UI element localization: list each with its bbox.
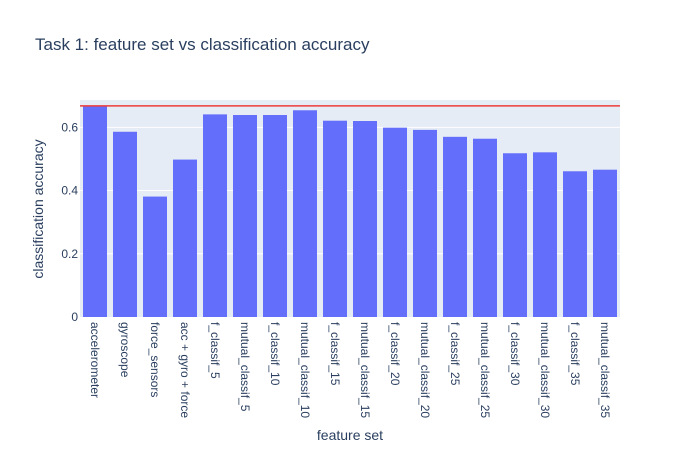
bar-mutual-classif-5: [233, 115, 257, 318]
bar-mutual-classif-30: [533, 152, 557, 317]
x-tick-label: f_classif_25: [448, 322, 462, 386]
y-tick-label: 0: [71, 310, 78, 324]
y-axis-title: classification accuracy: [30, 139, 46, 278]
plot-area: [80, 100, 620, 317]
x-tick-label: mutual_classif_15: [358, 322, 372, 418]
y-axis-ticks: 0 0.2 0.4 0.6: [61, 120, 78, 324]
x-tick-label: accelerometer: [88, 322, 102, 398]
bar-acc-gyro-force: [173, 159, 197, 317]
gridlines: [80, 126, 620, 255]
bar-f-classif-20: [383, 127, 407, 317]
bar-f-classif-30: [503, 153, 527, 317]
bar-mutual-classif-35: [593, 169, 617, 317]
x-axis-ticks: accelerometer gyroscope force_sensors acc +…: [88, 322, 612, 418]
bar-f-classif-15: [323, 120, 347, 317]
x-tick-label: force_sensors: [148, 322, 162, 397]
x-tick-label: acc + gyro + force: [178, 322, 192, 418]
bar-mutual-classif-15: [353, 121, 377, 318]
x-tick-label: mutual_classif_20: [418, 322, 432, 418]
x-tick-label: mutual_classif_10: [298, 322, 312, 418]
y-tick-label: 0.6: [61, 120, 78, 134]
x-tick-label: gyroscope: [118, 322, 132, 378]
bar-mutual-classif-25: [473, 138, 497, 317]
bar-force-sensors: [143, 196, 167, 317]
x-tick-label: mutual_classif_5: [238, 322, 252, 412]
bar-f-classif-35: [563, 171, 587, 317]
bar-f-classif-5: [203, 114, 227, 317]
x-tick-label: mutual_classif_35: [598, 322, 612, 418]
bar-accelerometer: [83, 105, 107, 317]
bar-f-classif-25: [443, 136, 467, 317]
bar-f-classif-10: [263, 115, 287, 318]
x-tick-label: mutual_classif_25: [478, 322, 492, 418]
bar-gyroscope: [113, 131, 137, 317]
x-tick-label: f_classif_10: [268, 322, 282, 386]
x-tick-label: f_classif_20: [388, 322, 402, 386]
bars: [83, 105, 617, 318]
bar-mutual-classif-20: [413, 129, 437, 317]
bar-mutual-classif-10: [293, 110, 317, 317]
y-tick-label: 0.4: [61, 184, 78, 198]
x-tick-label: f_classif_15: [328, 322, 342, 386]
x-tick-label: f_classif_5: [208, 322, 222, 379]
x-axis-title: feature set: [317, 427, 383, 443]
x-tick-label: mutual_classif_30: [538, 322, 552, 418]
x-tick-label: f_classif_35: [568, 322, 582, 386]
chart-title: Task 1: feature set vs classification ac…: [35, 35, 370, 54]
y-tick-label: 0.2: [61, 247, 78, 261]
x-tick-label: f_classif_30: [508, 322, 522, 386]
